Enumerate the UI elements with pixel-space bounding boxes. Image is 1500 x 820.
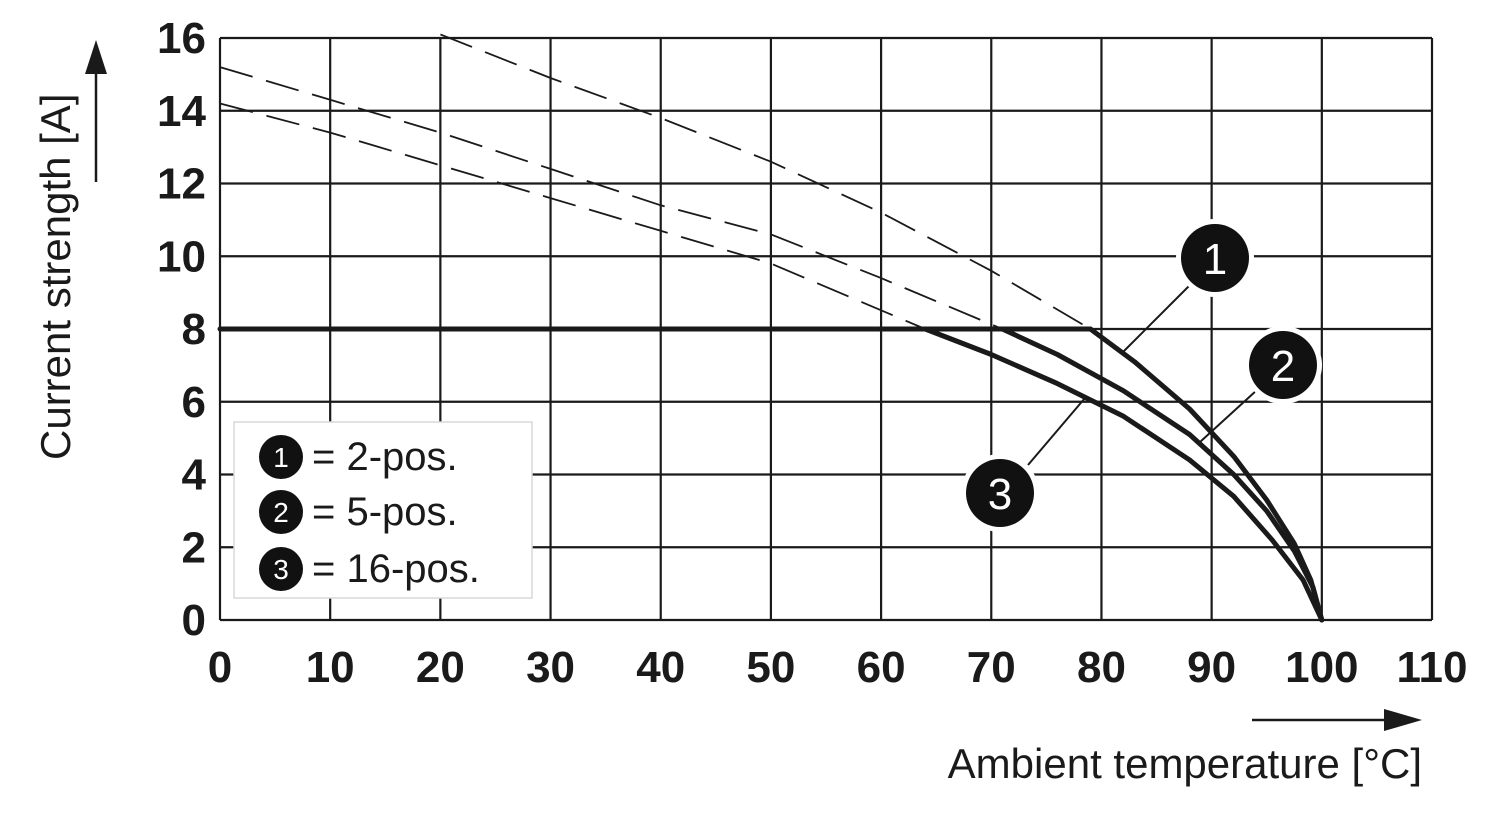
derating-curves (217, 326, 1325, 623)
y-tick-label: 12 (157, 160, 206, 209)
legend-badge-3 (259, 547, 303, 591)
y-tick-label: 16 (157, 14, 206, 63)
y-tick-label: 0 (182, 596, 206, 645)
callout-number-2: 2 (1271, 342, 1295, 391)
x-tick-label: 20 (416, 643, 465, 692)
x-axis-title: Ambient temperature [°C] (948, 740, 1422, 787)
legend-badge-1 (259, 435, 303, 479)
y-tick-label: 6 (182, 378, 206, 427)
theoretical-line-3 (219, 102, 926, 330)
callout-leader-1 (1121, 282, 1193, 354)
y-axis-arrow (85, 40, 107, 182)
x-tick-label: 60 (857, 643, 906, 692)
x-tick-label: 0 (208, 643, 232, 692)
y-tick-labels: 0 2 4 6 8 10 12 14 16 (157, 14, 206, 645)
x-tick-label: 50 (746, 643, 795, 692)
x-tick-label: 100 (1285, 643, 1358, 692)
callout-number-3: 3 (988, 470, 1012, 519)
legend-badge-2 (259, 490, 303, 534)
callout-badges: 1 2 3 (961, 219, 1322, 532)
y-axis-title: Current strength [A] (32, 94, 79, 461)
derating-curve-3 (922, 326, 1325, 623)
legend-badge-number: 2 (273, 497, 289, 528)
x-tick-label: 40 (636, 643, 685, 692)
legend-label: = 16-pos. (312, 547, 480, 591)
x-tick-label: 70 (967, 643, 1016, 692)
callout-leader-2 (1199, 389, 1258, 443)
x-tick-label: 110 (1397, 643, 1468, 692)
callout-badge-3 (966, 459, 1034, 527)
x-tick-label: 80 (1077, 643, 1126, 692)
x-tick-label: 10 (306, 643, 355, 692)
callout-leaders (1027, 282, 1258, 466)
y-tick-label: 8 (182, 305, 206, 354)
legend-badge-number: 1 (273, 442, 289, 473)
theoretical-line-2 (219, 66, 1003, 330)
legend-badge-number: 3 (273, 554, 289, 585)
legend-label: = 2-pos. (312, 435, 458, 479)
x-tick-label: 90 (1187, 643, 1236, 692)
x-tick-labels: 0 10 20 30 40 50 60 70 80 90 100 110 (208, 643, 1468, 692)
legend-label: = 5-pos. (312, 490, 458, 534)
y-tick-label: 4 (182, 451, 207, 500)
callout-number-1: 1 (1203, 235, 1227, 284)
callout-badge-1 (1181, 224, 1249, 292)
derating-curve-2 (999, 326, 1325, 623)
theoretical-lines (219, 33, 1091, 330)
x-axis-arrow (1252, 709, 1422, 731)
x-tick-label: 30 (526, 643, 575, 692)
callout-badge-2 (1249, 331, 1317, 399)
theoretical-line-1 (440, 33, 1091, 330)
y-tick-label: 2 (182, 523, 206, 572)
callout-leader-3 (1027, 397, 1086, 466)
y-tick-label: 14 (157, 87, 206, 136)
legend: 1 = 2-pos. 2 = 5-pos. 3 = 16-pos. (233, 421, 533, 599)
y-tick-label: 10 (157, 232, 206, 281)
